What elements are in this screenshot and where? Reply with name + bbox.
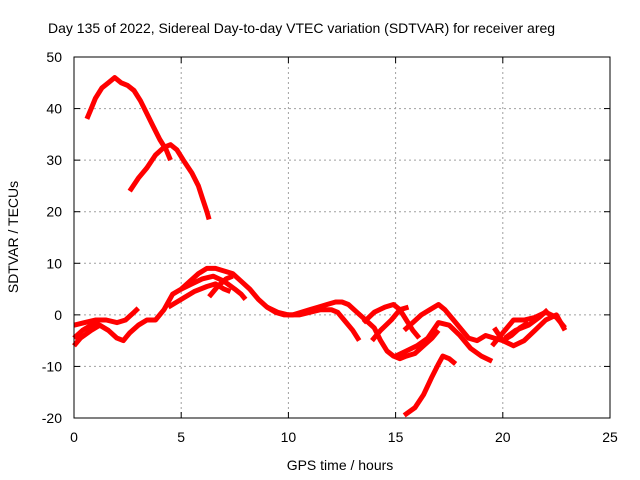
series-arc-7: [207, 273, 234, 299]
x-tick-label: 20: [495, 429, 511, 445]
x-tick-label: 0: [70, 429, 78, 445]
plot-frame: [73, 56, 611, 419]
series-arc-8: [167, 281, 232, 310]
x-tick-label: 25: [602, 429, 618, 445]
y-tick-label: -10: [42, 358, 62, 374]
series-arc-4: [72, 265, 441, 362]
series-arc-1: [84, 75, 173, 162]
y-tick-label: 40: [46, 101, 62, 117]
series-arc-6: [180, 273, 248, 301]
series-arc-13: [402, 353, 458, 418]
series-arc-2: [127, 142, 212, 221]
series-arc-14: [394, 320, 494, 364]
x-tick-label: 15: [388, 429, 404, 445]
y-tick-label: 50: [46, 49, 62, 65]
x-tick-label: 10: [281, 429, 297, 445]
y-tick-label: -20: [42, 410, 62, 426]
axis-ticks: 0 5 10 15 20 25 -20 -10 0 10 20 30 40 50: [42, 49, 618, 445]
series-arc-3: [73, 306, 141, 328]
series-arc-10: [361, 302, 422, 340]
series-arc-16: [492, 312, 568, 349]
x-axis-label: GPS time / hours: [287, 457, 394, 473]
x-tick-label: 5: [177, 429, 185, 445]
data-series: [72, 75, 568, 418]
y-axis-label: SDTVAR / TECUs: [5, 181, 21, 293]
series-arc-11: [370, 304, 410, 343]
chart-title: Day 135 of 2022, Sidereal Day-to-day VTE…: [48, 20, 555, 36]
grid-lines: [74, 57, 610, 418]
series-arc-17: [503, 307, 550, 341]
y-tick-label: 10: [46, 255, 62, 271]
series-arc-5: [72, 320, 101, 340]
series-arc-9: [265, 304, 362, 342]
y-tick-label: 30: [46, 152, 62, 168]
y-tick-label: 20: [46, 204, 62, 220]
y-tick-label: 0: [54, 307, 62, 323]
